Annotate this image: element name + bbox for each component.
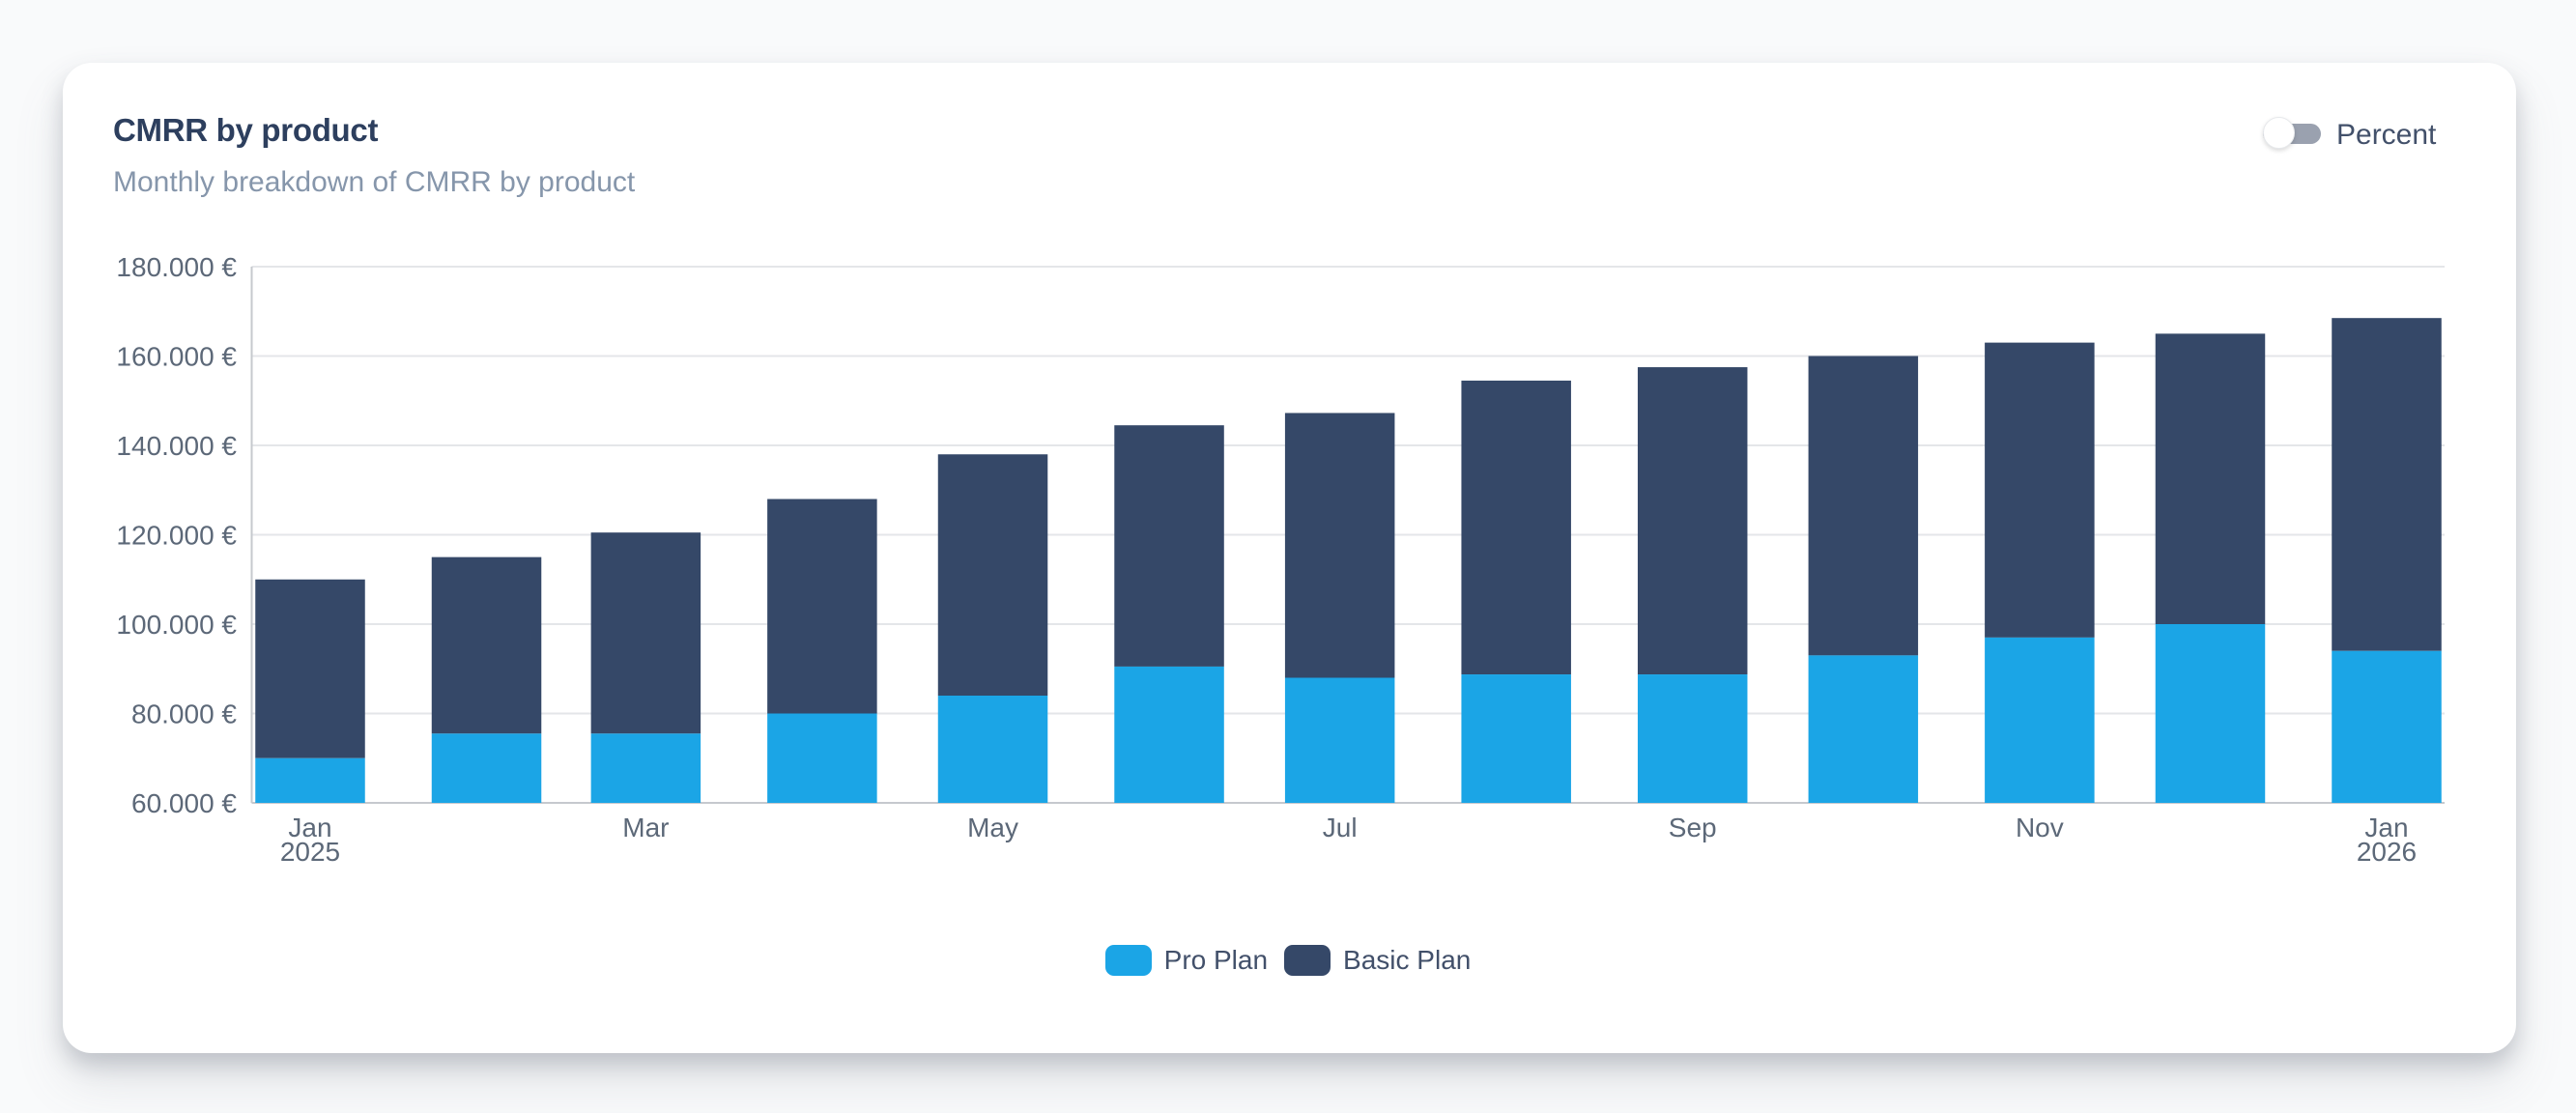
- svg-text:Jan: Jan: [288, 813, 331, 842]
- svg-text:180.000 €: 180.000 €: [116, 252, 237, 282]
- svg-text:Jul: Jul: [1323, 813, 1358, 842]
- svg-text:Sep: Sep: [1669, 813, 1717, 842]
- svg-text:2025: 2025: [280, 837, 340, 867]
- svg-text:100.000 €: 100.000 €: [116, 610, 237, 640]
- svg-text:2026: 2026: [2357, 837, 2417, 867]
- svg-text:May: May: [967, 813, 1018, 842]
- svg-text:Mar: Mar: [622, 813, 669, 842]
- svg-text:140.000 €: 140.000 €: [116, 431, 237, 461]
- svg-text:Nov: Nov: [2016, 813, 2064, 842]
- svg-text:60.000 €: 60.000 €: [131, 788, 237, 818]
- svg-text:Jan: Jan: [2364, 813, 2408, 842]
- svg-text:80.000 €: 80.000 €: [131, 699, 237, 729]
- svg-text:160.000 €: 160.000 €: [116, 342, 237, 372]
- svg-text:120.000 €: 120.000 €: [116, 521, 237, 551]
